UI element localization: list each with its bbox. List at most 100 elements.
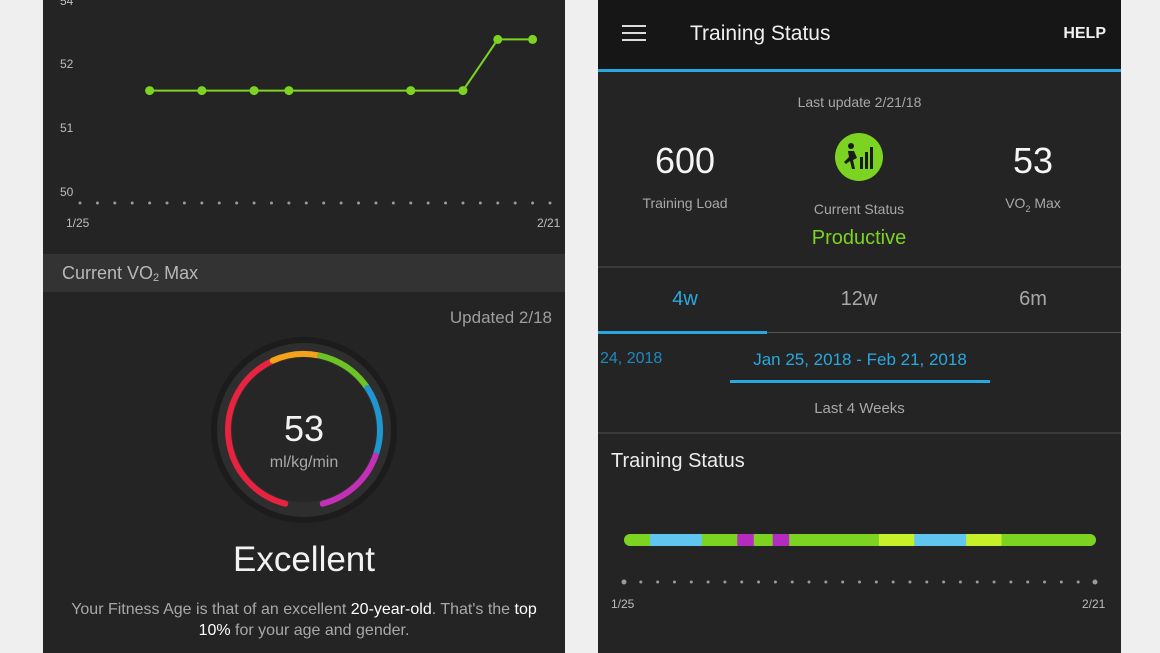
previous-date-range[interactable]: 24, 2018 — [600, 350, 663, 367]
axis-dot — [958, 580, 962, 584]
axis-dot — [942, 580, 946, 584]
vo2-data-point — [528, 34, 538, 44]
y-tick: 54 — [60, 0, 74, 8]
gauge-unit: ml/kg/min — [269, 454, 339, 471]
axis-dot — [322, 201, 326, 205]
y-tick: 50 — [60, 185, 74, 199]
axis-dot — [621, 579, 627, 585]
vo2-data-point — [145, 86, 155, 96]
tab-12w[interactable]: 12w — [840, 288, 878, 310]
vo2-gauge — [211, 337, 397, 523]
current-status-label: Current Status — [813, 201, 905, 217]
status-segment-productive — [753, 534, 774, 546]
training-status-timeline — [624, 534, 1096, 546]
timeline-dots — [621, 579, 1098, 585]
axis-dot — [130, 201, 134, 205]
axis-dot — [217, 201, 221, 205]
gauge-value: 53 — [283, 408, 325, 449]
training-load-label: Training Load — [642, 195, 728, 211]
tab-6m[interactable]: 6m — [1019, 288, 1047, 310]
vo2-label-text: VO — [1005, 195, 1026, 211]
axis-dot — [841, 580, 845, 584]
fitness-text-part: . That's the — [431, 601, 515, 618]
app-bar: Training Status HELP — [598, 0, 1121, 72]
vo2-data-point — [197, 86, 207, 96]
vo2-max-value: 53 — [1012, 140, 1054, 181]
vo2-data-point — [249, 86, 259, 96]
vo2-detail-panel: 54 52 51 50 1/25 2/21 Current VO2 Max Up… — [43, 0, 565, 653]
y-tick: 52 — [60, 57, 74, 71]
axis-dot — [656, 580, 660, 584]
axis-dot — [252, 201, 256, 205]
gauge-segment-good — [317, 352, 370, 390]
axis-dot — [548, 201, 552, 205]
status-segment-maintaining — [649, 534, 703, 546]
axis-dot — [740, 580, 744, 584]
x-tick-start: 1/25 — [66, 216, 90, 230]
x-tick-end: 2/21 — [1082, 597, 1106, 611]
status-segment-peaking — [737, 534, 755, 546]
axis-dot — [1026, 580, 1030, 584]
y-tick: 51 — [60, 121, 74, 135]
gauge-segment-fair — [269, 350, 322, 364]
tab-4w[interactable]: 4w — [672, 288, 698, 310]
vo2-max-metric: 53 VO2 Max — [946, 140, 1120, 214]
axis-dot — [689, 580, 693, 584]
menu-icon[interactable] — [622, 25, 646, 43]
axis-dot — [757, 580, 761, 584]
section-title: Current VO — [62, 263, 154, 283]
help-button[interactable]: HELP — [1063, 25, 1106, 42]
axis-dot — [339, 201, 343, 205]
axis-dot — [182, 201, 186, 205]
fitness-age-highlight: 20-year-old — [350, 601, 432, 618]
gauge-segment-poor — [225, 358, 289, 507]
status-segment-productive — [1001, 534, 1096, 546]
axis-dot — [409, 201, 413, 205]
section-subscript: 2 — [153, 272, 160, 284]
status-segment-productive — [701, 534, 738, 546]
axis-dot — [304, 201, 308, 205]
axis-dot — [287, 201, 291, 205]
axis-dot — [891, 580, 895, 584]
current-status-metric: Current Status Productive — [772, 133, 946, 250]
active-tab-indicator — [598, 331, 767, 334]
productive-status-icon — [835, 133, 883, 181]
axis-dot — [1059, 580, 1063, 584]
percentile-highlight: top 10% — [198, 601, 537, 639]
axis-dot — [374, 201, 378, 205]
vo2-data-point — [284, 86, 294, 96]
fitness-text-part: for your age and gender. — [230, 622, 410, 639]
current-date-range[interactable]: Jan 25, 2018 - Feb 21, 2018 — [753, 350, 967, 369]
axis-dot — [269, 201, 273, 205]
axis-dot — [858, 580, 861, 584]
axis-dot — [1043, 580, 1047, 584]
vo2-trend-chart — [78, 34, 552, 205]
status-segment-recovery — [878, 534, 915, 546]
vo2-data-point — [458, 86, 468, 96]
training-load-metric: 600 Training Load — [598, 140, 772, 211]
updated-date: Updated 2/18 — [449, 308, 552, 327]
axis-dot — [1009, 580, 1013, 584]
status-segment-productive — [624, 534, 651, 546]
status-segment-maintaining — [914, 534, 967, 546]
vo2-label-sub: 2 — [1025, 203, 1031, 214]
axis-dot — [672, 580, 676, 584]
training-load-value: 600 — [654, 140, 716, 181]
axis-dot — [444, 201, 448, 205]
axis-dot — [496, 201, 500, 205]
fitness-age-text: Your Fitness Age is that of an excellent… — [63, 599, 545, 641]
axis-dot — [95, 201, 99, 205]
axis-dot — [200, 201, 204, 205]
axis-dot — [639, 580, 643, 584]
status-segment-peaking — [772, 534, 790, 546]
range-label: Last 4 Weeks — [814, 400, 905, 417]
axis-dot — [706, 580, 710, 584]
axis-dot — [925, 580, 929, 584]
axis-dot — [426, 201, 430, 205]
axis-dot — [78, 201, 82, 205]
axis-dot — [723, 580, 727, 584]
axis-dot — [165, 201, 169, 205]
axis-dot — [461, 201, 465, 205]
last-update: Last update 2/21/18 — [797, 94, 922, 110]
vo2-label-suffix: Max — [1030, 195, 1061, 211]
